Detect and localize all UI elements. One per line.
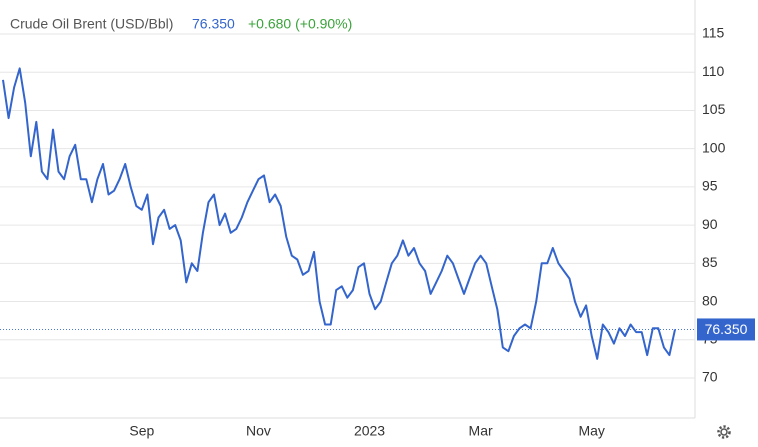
- price-badge-label: 76.350: [705, 321, 748, 337]
- settings-icon[interactable]: [717, 425, 731, 439]
- chart-title: Crude Oil Brent (USD/Bbl): [10, 16, 173, 32]
- x-tick-label: 2023: [354, 423, 385, 439]
- price-badge: [697, 318, 755, 341]
- x-tick-label: Mar: [469, 423, 493, 439]
- price-line: [2, 67, 676, 360]
- y-tick-label: 100: [702, 139, 726, 155]
- x-tick-label: May: [578, 423, 604, 439]
- y-tick-label: 85: [702, 254, 718, 270]
- x-tick-label: Sep: [129, 423, 154, 439]
- y-tick-label: 70: [702, 369, 718, 385]
- y-tick-label: 105: [702, 101, 726, 117]
- y-tick-label: 95: [702, 178, 718, 194]
- change: +0.680 (+0.90%): [248, 16, 352, 32]
- price: 76.350: [192, 16, 235, 32]
- x-tick-label: Nov: [246, 423, 271, 439]
- y-tick-label: 80: [702, 292, 718, 308]
- y-tick-label: 115: [702, 25, 725, 41]
- y-tick-label: 110: [702, 63, 725, 79]
- y-tick-label: 90: [702, 216, 718, 232]
